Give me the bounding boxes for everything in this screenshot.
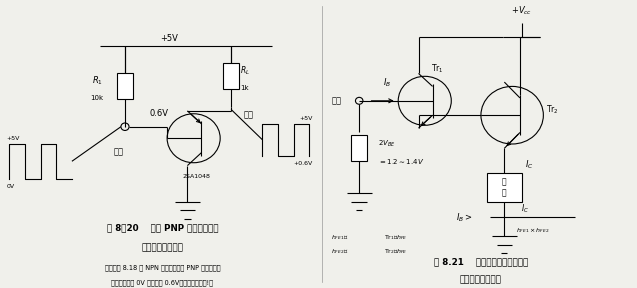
Text: $I_C$: $I_C$	[525, 159, 533, 171]
Text: 应该注意输入 0V 时输出是 0.6V，晶体管未饱和!）: 应该注意输入 0V 时输出是 0.6V，晶体管未饱和!）	[111, 279, 213, 285]
Bar	[224, 63, 239, 89]
Text: $I_B >$: $I_B >$	[456, 211, 473, 224]
Text: Tr$_1$: Tr$_1$	[431, 62, 443, 75]
Text: +5V: +5V	[160, 34, 178, 43]
Text: $h_{FE2}$：: $h_{FE2}$：	[331, 248, 348, 256]
Text: 图 8．20    使用 PNP 晶体管的射极: 图 8．20 使用 PNP 晶体管的射极	[106, 223, 218, 232]
Text: 跟随器型开关电路: 跟随器型开关电路	[141, 243, 183, 252]
Text: 输出: 输出	[243, 111, 254, 120]
Text: 跟随器型开关电路: 跟随器型开关电路	[460, 275, 502, 284]
Text: +0.6V: +0.6V	[293, 161, 312, 166]
Text: 0V: 0V	[6, 184, 15, 189]
Text: 负
载: 负 载	[502, 177, 506, 197]
Text: $h_{FE1}\times h_{FE2}$: $h_{FE1}\times h_{FE2}$	[516, 226, 549, 235]
Text: $R_L$: $R_L$	[241, 64, 250, 77]
Text: 2SA1048: 2SA1048	[183, 174, 211, 179]
Text: 输入: 输入	[331, 96, 341, 105]
Text: Tr$_1$的$h_{FE}$: Tr$_1$的$h_{FE}$	[384, 233, 408, 242]
Text: +5V: +5V	[6, 136, 20, 141]
Text: $I_C$: $I_C$	[520, 202, 529, 215]
Text: $+V_{cc}$: $+V_{cc}$	[511, 5, 532, 17]
Text: +5V: +5V	[299, 116, 312, 121]
Text: 1k: 1k	[241, 85, 249, 91]
Text: $=1.2{\sim}1.4V$: $=1.2{\sim}1.4V$	[378, 157, 424, 166]
Text: $I_B$: $I_B$	[383, 77, 391, 89]
Text: $R_1$: $R_1$	[92, 74, 103, 87]
Text: 10k: 10k	[90, 95, 103, 101]
Text: 0.6V: 0.6V	[150, 109, 169, 118]
Text: （是把图 8.18 的 NPN 型晶体管换为 PNP 型的电路。: （是把图 8.18 的 NPN 型晶体管换为 PNP 型的电路。	[104, 265, 220, 271]
Text: 输入: 输入	[114, 147, 124, 156]
Text: Tr$_2$的$h_{FE}$: Tr$_2$的$h_{FE}$	[384, 248, 408, 256]
Text: 图 8.21    采用达林顿连接的射极: 图 8.21 采用达林顿连接的射极	[434, 257, 528, 267]
Text: Tr$_2$: Tr$_2$	[547, 103, 559, 116]
Bar	[487, 173, 522, 202]
Text: $h_{FE1}$：: $h_{FE1}$：	[331, 233, 348, 242]
Bar	[117, 73, 132, 99]
Text: $2V_{BE}$: $2V_{BE}$	[378, 139, 396, 149]
Bar	[352, 135, 367, 161]
